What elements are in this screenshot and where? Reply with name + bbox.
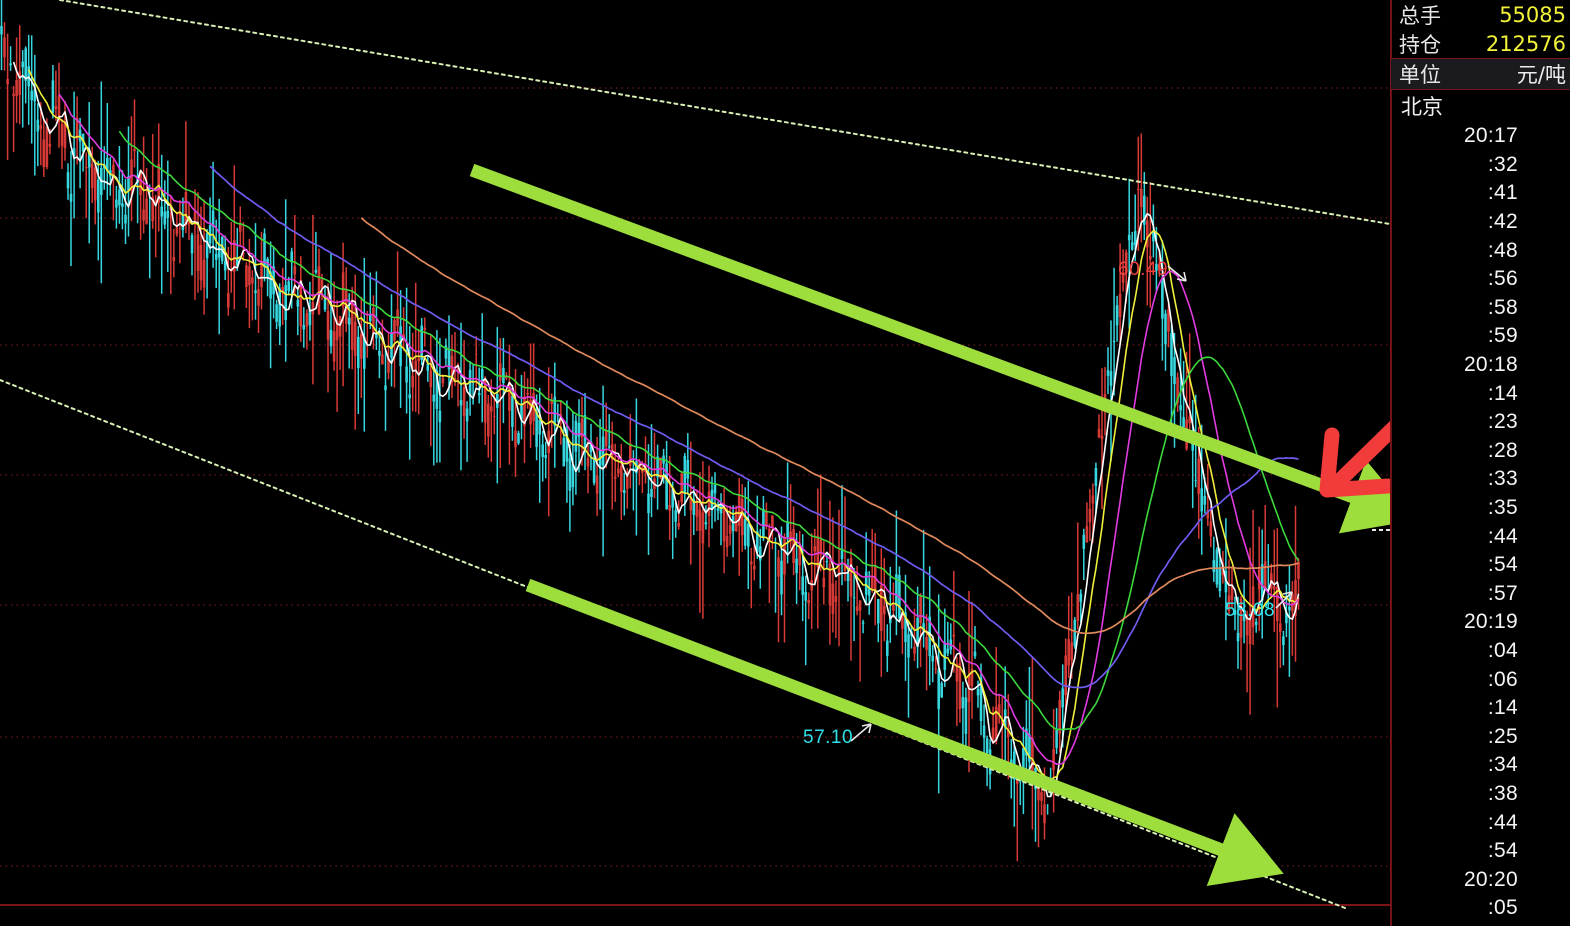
- tick-time-item[interactable]: :48: [1487, 238, 1518, 262]
- tick-time-item[interactable]: :28: [1487, 438, 1518, 462]
- upper-trend-arrow: [469, 163, 1390, 534]
- recent-low-price-label: 58.08: [1225, 600, 1276, 621]
- tick-time-item[interactable]: :25: [1487, 724, 1518, 748]
- chart-background: [0, 0, 1390, 926]
- price-chart-pane[interactable]: 60.49 58.08 57.10: [0, 0, 1390, 926]
- tick-time-item[interactable]: :54: [1487, 839, 1518, 863]
- tick-time-item[interactable]: 20:18: [1463, 353, 1518, 377]
- open-interest-key: 持仓: [1399, 32, 1441, 57]
- tick-time-item[interactable]: :34: [1487, 753, 1518, 777]
- ma-line-1: [12, 61, 1300, 798]
- swing-low-price-label: 57.10: [803, 727, 854, 748]
- total-volume-key: 总手: [1399, 3, 1441, 28]
- tick-time-item[interactable]: :05: [1487, 896, 1518, 920]
- tick-time-item[interactable]: :42: [1487, 210, 1518, 234]
- tick-time-list[interactable]: 20:17 :32 :41 :42 :48 :56 :58 :59 20:18 :14 :23 :28…: [1391, 122, 1570, 923]
- tick-time-item[interactable]: :14: [1487, 381, 1518, 405]
- candlestick-chart[interactable]: [0, 0, 1390, 926]
- unit-key: 单位: [1399, 63, 1441, 87]
- ma-line-4: [118, 130, 1300, 731]
- moving-average-lines: [12, 61, 1300, 798]
- tick-time-item[interactable]: :57: [1487, 581, 1518, 605]
- tick-time-item[interactable]: :23: [1487, 410, 1518, 434]
- price-pointer-arrows: [850, 265, 1293, 742]
- ma-line-6: [360, 217, 1299, 635]
- open-interest-row: 持仓 212576: [1391, 29, 1570, 58]
- city-label: 北京: [1401, 95, 1443, 119]
- ma-line-5: [209, 165, 1299, 689]
- tick-time-item[interactable]: :44: [1487, 524, 1518, 548]
- panel-divider-rule: [1391, 0, 1392, 926]
- tick-time-item[interactable]: :56: [1487, 267, 1518, 291]
- tick-time-item[interactable]: :44: [1487, 810, 1518, 834]
- open-interest-value: 212576: [1485, 31, 1566, 56]
- tick-time-item[interactable]: 20:20: [1463, 867, 1518, 891]
- unit-row: 单位 元/吨: [1391, 58, 1570, 90]
- tick-time-item[interactable]: :58: [1487, 295, 1518, 319]
- tick-time-item[interactable]: 20:19: [1463, 610, 1518, 634]
- tick-time-item[interactable]: :38: [1487, 781, 1518, 805]
- ma-line-3: [58, 93, 1300, 765]
- tick-time-item[interactable]: :59: [1487, 324, 1518, 348]
- tick-time-item[interactable]: :32: [1487, 152, 1518, 176]
- tick-time-item[interactable]: :04: [1487, 638, 1518, 662]
- total-volume-value: 55085: [1499, 2, 1566, 27]
- tick-time-item[interactable]: :35: [1487, 496, 1518, 520]
- tick-time-item[interactable]: :06: [1487, 667, 1518, 691]
- channel-upper-dotted-line: [59, 0, 1390, 225]
- red-marker-arrow: [1319, 420, 1390, 498]
- lower-trend-arrow: [525, 578, 1284, 887]
- tick-time-item[interactable]: :54: [1487, 553, 1518, 577]
- tick-time-item[interactable]: :41: [1487, 181, 1518, 205]
- trend-arrow-group: [469, 163, 1390, 887]
- tick-time-item[interactable]: :33: [1487, 467, 1518, 491]
- total-volume-row: 总手 55085: [1391, 0, 1570, 29]
- swing-high-price-label: 60.49: [1118, 259, 1169, 280]
- quote-info-panel[interactable]: 总手 55085 持仓 212576 单位 元/吨 北京 20:17 :32 :41…: [1390, 0, 1570, 926]
- unit-value: 元/吨: [1516, 63, 1566, 87]
- horizontal-gridlines: [0, 87, 1390, 867]
- tick-time-item[interactable]: :14: [1487, 696, 1518, 720]
- tick-time-item[interactable]: 20:17: [1463, 124, 1518, 148]
- ma-line-2: [27, 69, 1300, 782]
